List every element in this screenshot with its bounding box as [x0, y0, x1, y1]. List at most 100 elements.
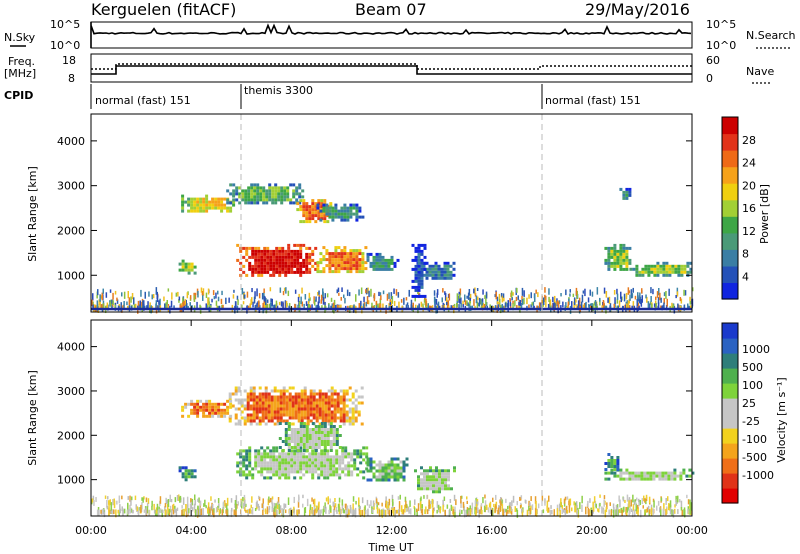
echo-cell [305, 255, 309, 259]
echo-cell [252, 410, 256, 414]
scatter-mark [538, 302, 541, 310]
echo-cell [358, 252, 362, 256]
echo-cell [340, 258, 344, 262]
echo-cell [452, 267, 456, 271]
echo-cell [354, 407, 358, 411]
scatter-mark [529, 508, 531, 515]
echo-cell [268, 198, 272, 202]
echo-cell [264, 395, 268, 399]
echo-cell [670, 471, 674, 475]
echo-cell [300, 398, 304, 402]
echo-cell [438, 475, 441, 479]
echo-cell [234, 413, 238, 417]
echo-cell [316, 270, 320, 274]
scatter-mark [282, 301, 284, 310]
velocity-echo-regions [178, 386, 695, 494]
echo-cell [260, 255, 264, 259]
echo-cell [332, 467, 336, 471]
echo-cell [354, 398, 358, 402]
echo-cell [417, 270, 421, 274]
echo-cell [299, 470, 303, 474]
echo-cell [202, 411, 206, 415]
echo-cell [279, 416, 283, 420]
scatter-mark [230, 509, 233, 518]
echo-cell [291, 410, 295, 414]
echo-cell [362, 452, 366, 456]
echo-cell [276, 422, 280, 426]
echo-cell [315, 398, 319, 402]
scatter-mark [658, 288, 660, 296]
scatter-mark [444, 292, 447, 301]
echo-cell [393, 466, 397, 470]
scatter-mark [254, 304, 257, 310]
echo-cell [350, 458, 354, 462]
scatter-mark [280, 301, 283, 307]
echo-cell [278, 273, 282, 277]
echo-cell [610, 462, 614, 465]
echo-cell [271, 192, 275, 196]
scatter-mark [202, 508, 204, 515]
echo-cell [279, 392, 283, 396]
cpid-label: CPID [4, 89, 33, 102]
echo-cell [270, 398, 274, 402]
scatter-mark [477, 508, 479, 513]
echo-cell [429, 484, 432, 488]
scatter-mark [485, 291, 488, 299]
echo-cell [181, 472, 185, 476]
echo-cell [311, 208, 315, 212]
scatter-mark [328, 509, 330, 515]
scatter-mark [495, 501, 498, 506]
scatter-mark [151, 505, 153, 511]
echo-cell [245, 246, 249, 250]
echo-cell [281, 452, 285, 456]
echo-cell [312, 401, 316, 405]
scatter-mark [206, 304, 208, 309]
scatter-mark [468, 507, 470, 511]
echo-cell [248, 461, 252, 465]
scatter-mark [178, 296, 181, 301]
echo-cell [453, 466, 456, 470]
power-echo-regions [178, 183, 693, 298]
echo-cell [323, 425, 327, 428]
echo-cell [342, 401, 346, 405]
scatter-mark [368, 504, 371, 508]
echo-cell [284, 467, 288, 471]
scatter-mark [628, 299, 630, 304]
echo-cell [193, 209, 197, 213]
scatter-mark [302, 494, 304, 499]
echo-cell [251, 270, 255, 274]
colorbar-tick-label: -100 [742, 433, 767, 446]
echo-cell [205, 414, 209, 418]
echo-cell [425, 273, 429, 277]
scatter-mark [92, 495, 95, 501]
echo-cell [444, 472, 447, 476]
echo-cell [308, 220, 312, 224]
echo-cell [258, 416, 262, 420]
scatter-mark [449, 508, 451, 516]
scatter-mark [183, 300, 185, 306]
echo-cell [236, 464, 240, 468]
echo-cell [423, 267, 427, 271]
echo-cell [325, 258, 329, 262]
echo-cell [435, 481, 438, 485]
scatter-mark [585, 506, 587, 515]
echo-cell [359, 449, 363, 453]
echo-cell [296, 249, 300, 253]
scatter-mark [659, 292, 661, 301]
echo-cell [260, 252, 264, 256]
echo-cell [263, 455, 267, 459]
echo-cell [378, 252, 382, 256]
y-tick-label: 2000 [57, 224, 85, 237]
echo-cell [202, 209, 206, 213]
echo-cell [607, 267, 611, 271]
echo-cell [320, 434, 324, 437]
echo-cell [296, 458, 300, 462]
echo-cell [273, 398, 277, 402]
echo-cell [680, 267, 684, 271]
echo-cell [306, 398, 310, 402]
nave-line [91, 63, 692, 70]
echo-cell [423, 478, 426, 482]
echo-cell [619, 252, 623, 256]
echo-cell [347, 470, 351, 474]
scatter-mark [219, 508, 221, 514]
